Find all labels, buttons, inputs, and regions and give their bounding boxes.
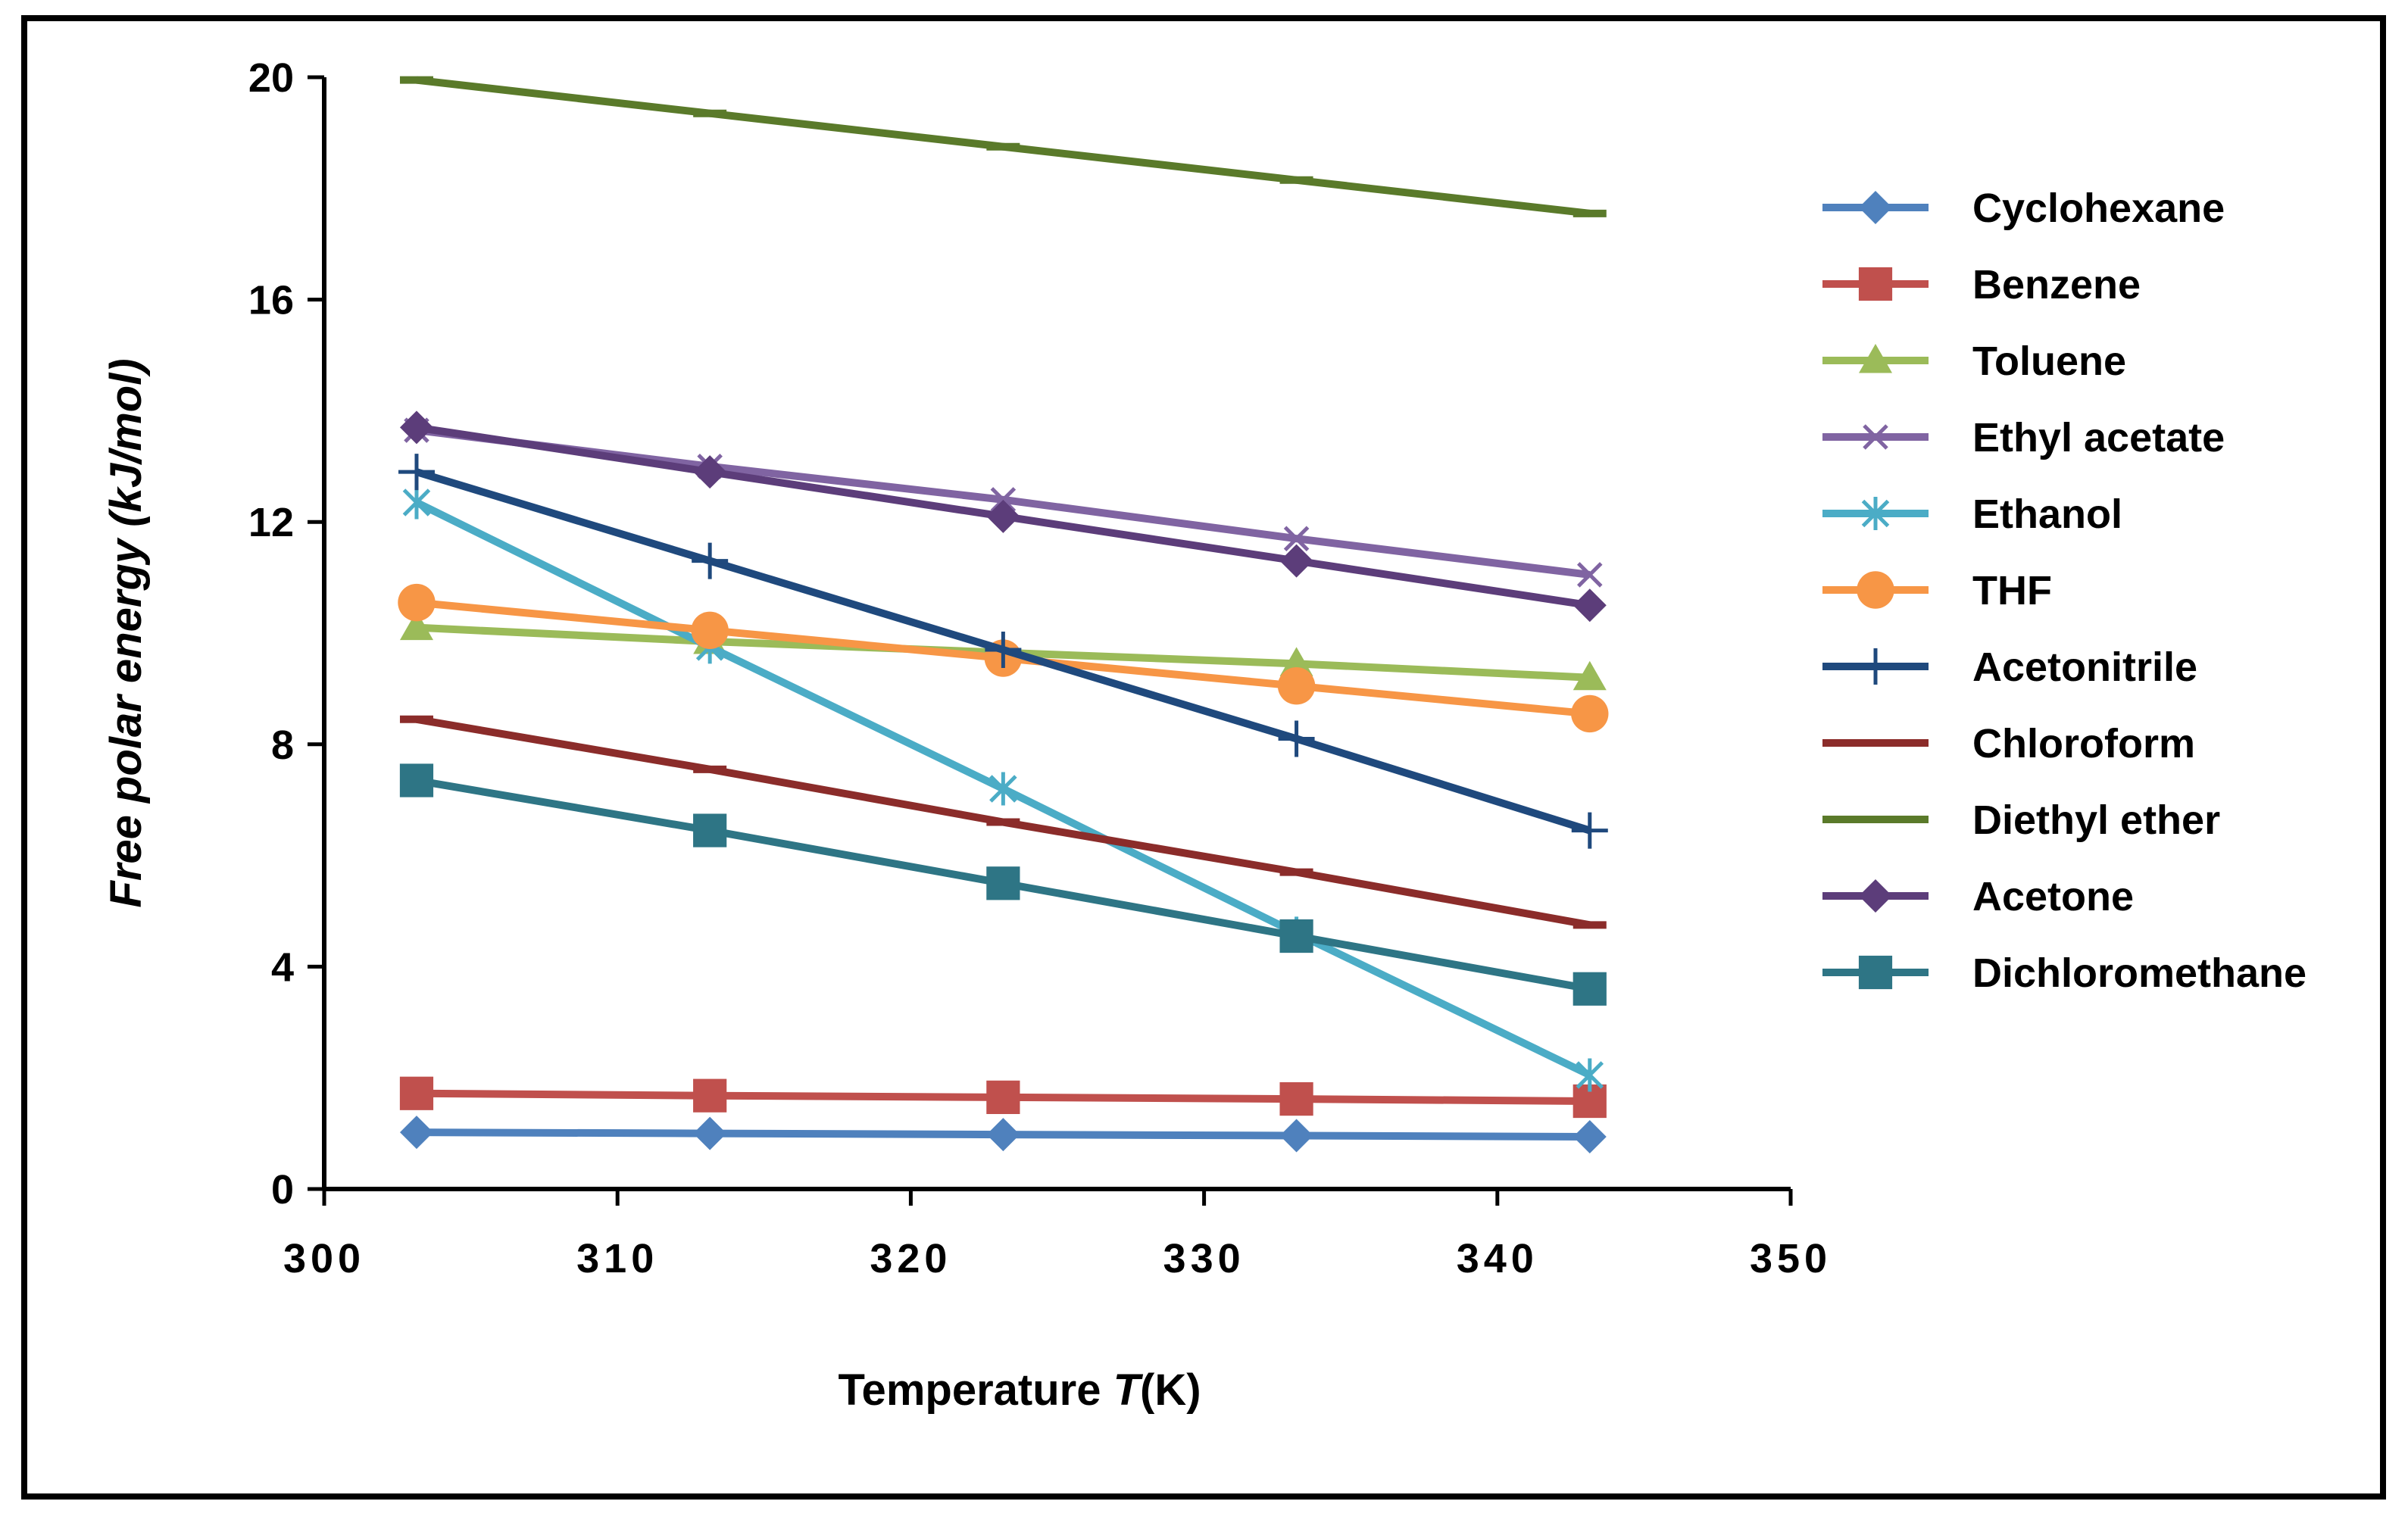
data-point-cyclohexane — [399, 1116, 433, 1150]
series-benzene — [399, 1076, 1607, 1119]
y-tick-label: 16 — [248, 278, 294, 323]
chart-frame: 0 4 8 12 16 20 300 310 320 330 340 350 Cyclohexane B… — [21, 15, 2386, 1500]
data-point-cyclohexane — [986, 1118, 1020, 1152]
data-point-dichloromethane — [1279, 919, 1313, 953]
data-point-cyclohexane — [693, 1116, 727, 1150]
legend-item-dichloromethane: Dichloromethane — [1822, 950, 2306, 996]
legend-label: Ethyl acetate — [1972, 415, 2225, 460]
data-point-ethyl-acetate — [990, 487, 1017, 513]
x-axis-title-variable: T — [1113, 1365, 1144, 1415]
series-chloroform — [399, 715, 1607, 929]
x-tick-label: 310 — [576, 1236, 658, 1281]
legend-swatch-marker — [1857, 648, 1894, 685]
x-axis-title-prefix: Temperature — [838, 1365, 1113, 1415]
legend-swatch-marker — [1858, 267, 1893, 301]
data-point-acetone — [693, 455, 727, 489]
legend: Cyclohexane Benzene Toluene Ethyl acetate Et… — [1822, 186, 2306, 996]
y-tick-label: 0 — [271, 1167, 294, 1212]
legend-label: Chloroform — [1972, 721, 2195, 766]
series-layer — [398, 76, 1609, 1154]
data-point-thf — [398, 583, 436, 622]
data-point-ethyl-acetate — [1577, 562, 1603, 588]
data-point-acetonitrile — [1278, 720, 1315, 757]
y-tick-label: 4 — [271, 944, 294, 990]
data-point-ethanol — [989, 772, 1017, 806]
x-tick-label: 350 — [1750, 1236, 1832, 1281]
x-axis-title-suffix: (K) — [1140, 1365, 1201, 1415]
data-point-dichloromethane — [693, 813, 727, 847]
y-tick-label: 8 — [271, 722, 294, 768]
legend-label: Acetonitrile — [1972, 644, 2197, 690]
data-point-dichloromethane — [1573, 972, 1607, 1006]
y-tick-label: 20 — [248, 55, 294, 101]
legend-item-cyclohexane: Cyclohexane — [1822, 186, 2225, 231]
data-point-cyclohexane — [1279, 1119, 1313, 1153]
data-point-acetonitrile — [1571, 812, 1608, 849]
data-point-acetonitrile — [692, 542, 729, 579]
y-tick-label: 12 — [248, 500, 294, 545]
x-axis-title: Temperature T(K) — [838, 1365, 1201, 1415]
data-point-acetonitrile — [985, 632, 1022, 669]
data-point-acetone — [1279, 544, 1313, 578]
legend-label: THF — [1972, 568, 2052, 613]
data-point-benzene — [986, 1080, 1020, 1114]
axes: 0 4 8 12 16 20 300 310 320 330 340 350 — [248, 55, 1832, 1281]
legend-swatch-marker — [1858, 955, 1893, 990]
x-tick-label: 330 — [1163, 1236, 1245, 1281]
series-dichloromethane — [399, 763, 1607, 1006]
data-point-acetonitrile — [398, 454, 435, 491]
legend-swatch-marker — [1859, 879, 1892, 913]
legend-item-chloroform: Chloroform — [1822, 721, 2195, 766]
x-tick-label: 300 — [283, 1236, 365, 1281]
data-point-cyclohexane — [1573, 1120, 1607, 1154]
series-acetone — [399, 410, 1607, 623]
legend-label: Cyclohexane — [1972, 186, 2225, 231]
data-point-acetone — [986, 499, 1020, 533]
data-point-thf — [691, 611, 729, 650]
data-point-benzene — [693, 1078, 727, 1113]
legend-label: Acetone — [1972, 874, 2134, 919]
legend-item-acetonitrile: Acetonitrile — [1822, 644, 2197, 690]
legend-label: Benzene — [1972, 262, 2141, 307]
data-point-ethanol — [1576, 1058, 1604, 1092]
line-chart: 0 4 8 12 16 20 300 310 320 330 340 350 Cyclohexane B… — [102, 55, 2306, 1415]
legend-label: Toluene — [1972, 339, 2126, 384]
legend-item-diethyl-ether: Diethyl ether — [1822, 797, 2220, 843]
x-tick-label: 340 — [1457, 1236, 1538, 1281]
legend-item-thf: THF — [1822, 568, 2052, 613]
series-acetonitrile — [398, 454, 1608, 849]
x-tick-label: 320 — [870, 1236, 951, 1281]
series-cyclohexane — [399, 1116, 1607, 1154]
legend-item-benzene: Benzene — [1822, 262, 2141, 307]
data-point-acetone — [1573, 588, 1607, 623]
data-point-ethanol — [402, 485, 431, 520]
data-point-toluene — [1279, 647, 1313, 676]
y-axis-title: Free polar energy (kJ/mol) — [102, 358, 151, 907]
data-point-toluene — [1573, 660, 1607, 691]
legend-label: Diethyl ether — [1972, 797, 2220, 843]
data-point-ethyl-acetate — [1283, 526, 1310, 551]
data-point-dichloromethane — [399, 763, 434, 797]
legend-swatch-marker — [1861, 497, 1890, 530]
data-point-toluene — [399, 610, 433, 641]
data-point-dichloromethane — [986, 866, 1020, 900]
legend-swatch-marker — [1859, 191, 1892, 224]
legend-swatch-marker — [1859, 344, 1892, 373]
legend-swatch-marker — [1863, 424, 1888, 450]
data-point-benzene — [399, 1076, 434, 1110]
legend-item-ethanol: Ethanol — [1822, 492, 2122, 537]
data-point-acetone — [399, 410, 433, 445]
series-diethyl-ether — [399, 76, 1607, 217]
legend-label: Dichloromethane — [1972, 950, 2306, 996]
data-point-thf — [1277, 667, 1316, 705]
legend-item-acetone: Acetone — [1822, 874, 2134, 919]
data-point-thf — [1571, 694, 1609, 733]
data-point-benzene — [1279, 1081, 1313, 1116]
legend-swatch-marker — [1857, 571, 1894, 609]
legend-label: Ethanol — [1972, 492, 2122, 537]
legend-item-ethyl-acetate: Ethyl acetate — [1822, 415, 2225, 460]
legend-item-toluene: Toluene — [1822, 339, 2126, 384]
